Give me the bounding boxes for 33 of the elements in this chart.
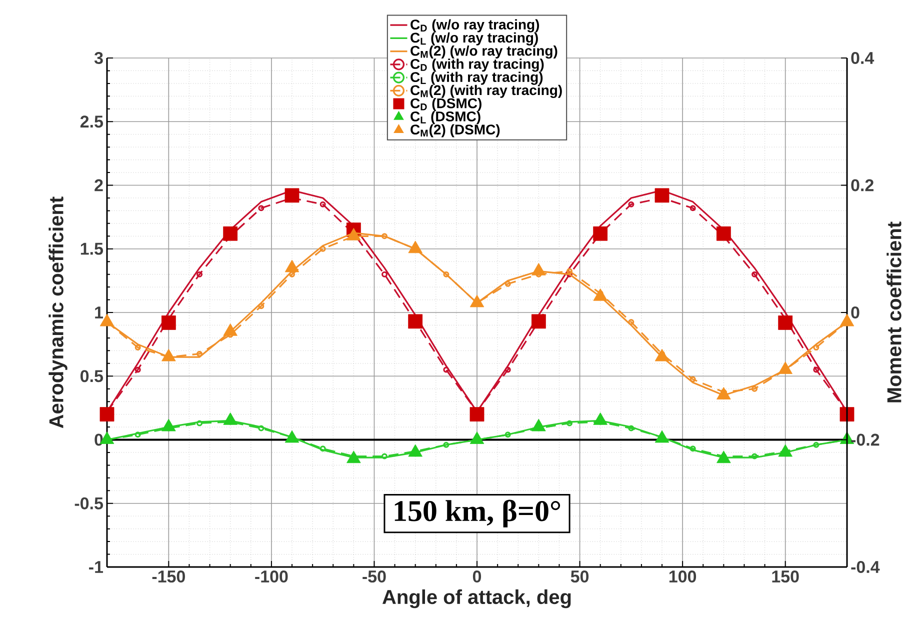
legend-label: C$_{L}$ (with ray tracing) [410,72,543,85]
legend-label: C$_{M}$(2) (DSMC) [410,124,500,138]
y-tick-label: -1 [89,561,104,573]
x-tick-label: 100 [669,570,696,583]
x-tick-label: -150 [152,570,185,583]
y2-tick-label: -0.2 [851,434,880,446]
legend-label: C$_{D}$ (w/o ray tracing) [410,19,540,32]
x-tick-label: 150 [772,570,799,583]
legend-label: C$_{L}$ (w/o ray tracing) [410,32,538,46]
y2-axis-title: Moment coefficient [886,222,902,402]
y2-tick-label: -0.4 [851,560,880,574]
y-tick-label: 1.5 [80,242,104,255]
y2-tick-label: 0.4 [851,52,874,64]
legend-label: C$_{L}$ (DSMC) [410,111,480,124]
y-tick-label: 0.5 [80,370,104,382]
x-axis-title: Angle of attack, deg [382,589,571,608]
legend-label: C$_{M}$(2) (w/o ray tracing) [410,45,558,59]
x-tick-label: 50 [570,570,589,583]
y-axis-title: Aerodynamic coefficient [48,196,68,428]
y-tick-label: 2 [94,179,103,192]
annotation: 150 km, β=0° [394,500,560,528]
y-tick-label: 3 [94,52,103,64]
x-tick-label: 0 [472,570,482,583]
y2-tick-label: 0 [851,306,860,319]
legend-label: C$_{D}$ (with ray tracing) [410,58,544,72]
legend-label: C$_{M}$(2) (with ray tracing) [410,84,562,98]
y-tick-label: 2.5 [80,116,104,128]
x-tick-label: -50 [362,570,386,583]
y-tick-label: -0.5 [74,497,104,510]
y-tick-label: 1 [95,306,104,318]
legend-label: C$_{D}$ (DSMC) [410,98,482,112]
y2-tick-label: 0.2 [851,179,874,192]
x-tick-label: -100 [255,570,288,583]
